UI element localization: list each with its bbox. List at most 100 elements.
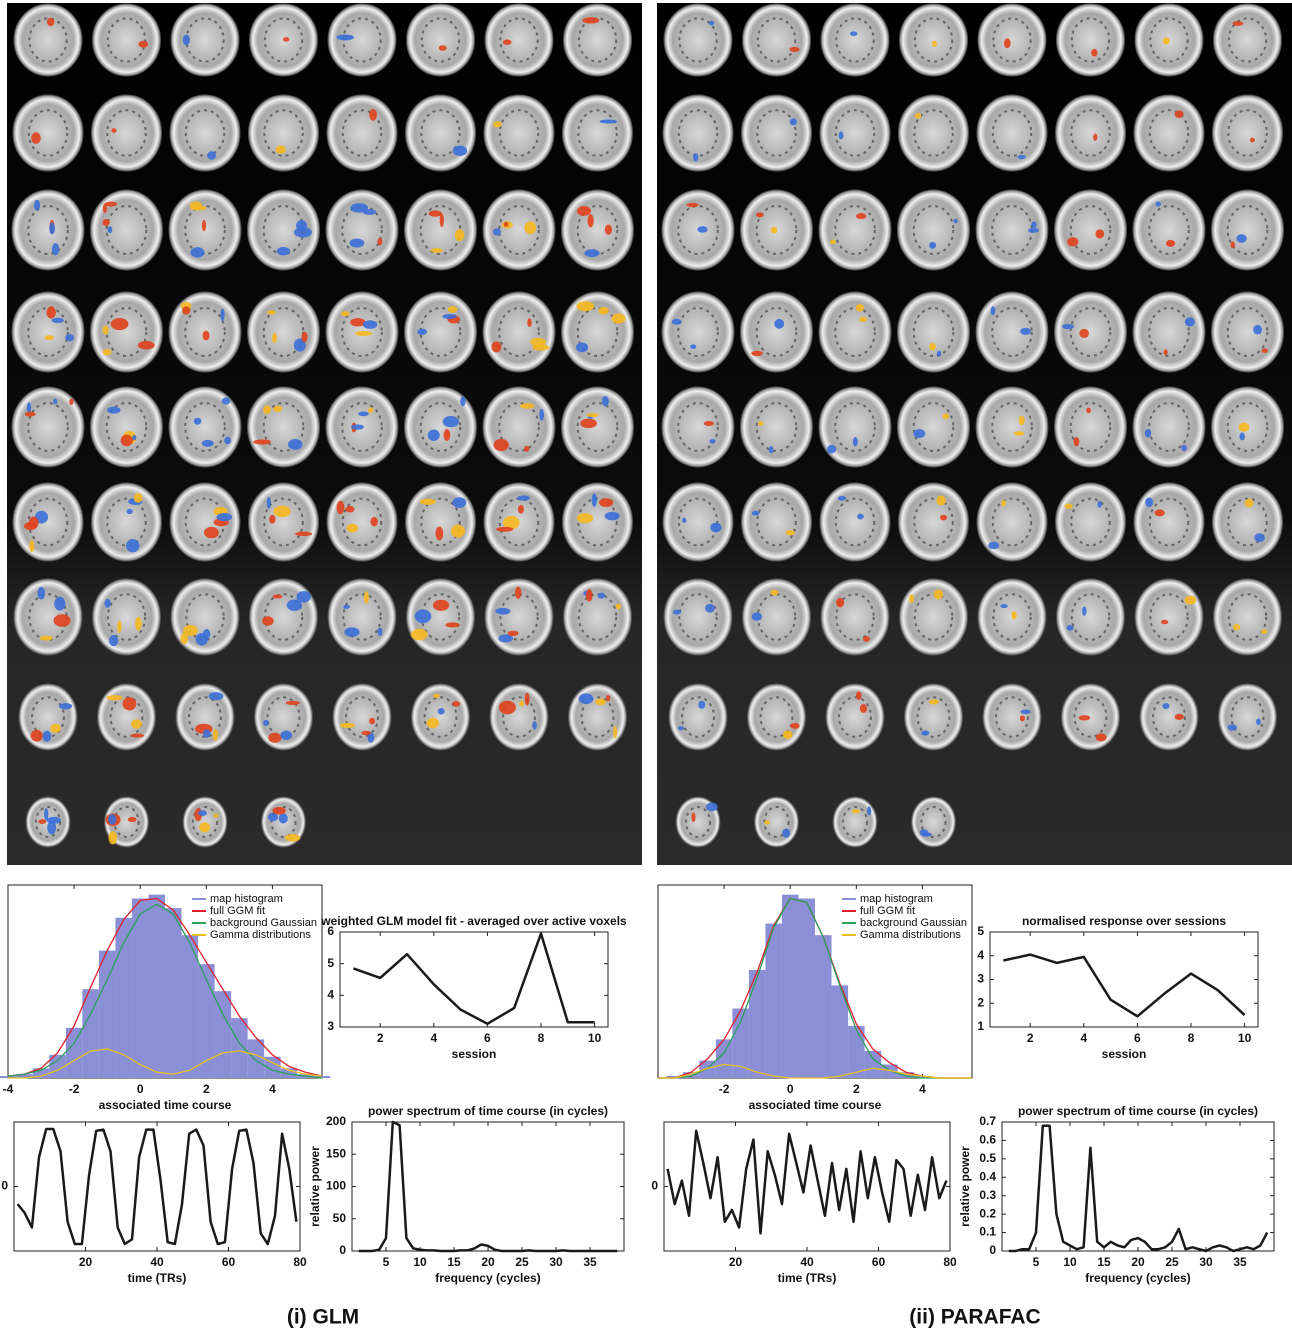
activation-blob [127,509,133,514]
x-tick-label: 0 [137,1082,144,1096]
activation-blob [49,222,55,234]
brain-slice [406,95,476,171]
activation-blob [37,587,45,600]
brain-slice [1056,483,1126,561]
activation-blob [577,206,591,216]
brain-slice [564,579,632,655]
brain-slice [662,292,734,372]
activation-blob [682,518,686,523]
brain-slice [12,292,84,372]
brain-slice [249,483,319,561]
activation-blob [582,17,599,23]
activation-blob [52,318,64,323]
activation-blob [1233,624,1240,630]
x-tick-label: 30 [549,1255,563,1269]
brain-slice [1135,579,1203,655]
activation-blob [131,719,142,728]
brain-slice [1214,4,1282,76]
activation-blob [783,731,793,739]
activation-blob [859,317,867,322]
activation-blob [273,594,283,598]
brain-slice [819,190,891,270]
brain-slice [898,292,970,372]
brain-slice [819,387,891,467]
brain-slice [170,483,240,561]
activation-blob [517,495,530,500]
x-tick-label: 10 [1063,1255,1077,1269]
activation-blob [771,590,779,596]
brain-slice [1133,292,1205,372]
activation-blob [1020,710,1030,714]
activation-blob [117,620,121,633]
brain-slice [91,292,163,372]
activation-blob [1261,629,1267,634]
x-tick-label: 25 [1165,1255,1179,1269]
activation-blob [1073,437,1079,446]
legend-label: Gamma distributions [860,929,961,941]
activation-blob [122,697,136,710]
brain-slice [13,95,83,171]
y-tick-label: 200 [326,1114,346,1128]
brain-slice [900,4,968,76]
activation-blob [867,807,871,816]
brain-slice [328,579,396,655]
activation-blob [190,201,202,209]
activation-blob [202,440,214,447]
activation-blob [286,701,300,705]
brain-slice [327,95,397,171]
activation-blob [587,413,599,417]
activation-blob [577,513,593,523]
activation-blob [337,501,345,515]
y-tick-label: 2 [977,995,984,1009]
activation-blob [102,219,109,226]
brain-slice [1055,387,1127,467]
activation-blob [182,306,190,314]
brain-slice [91,190,163,270]
activation-blob [595,699,606,706]
activation-blob [38,819,46,824]
brain-slice [1214,579,1282,655]
activation-blob [444,429,451,441]
activation-blob [220,308,224,320]
activation-blob [942,413,949,419]
y-tick-label: 50 [333,1211,347,1225]
brain-slice [183,797,227,847]
activation-blob [411,629,428,641]
y-axis-label: relative power [308,1146,322,1227]
activation-blob [1065,504,1073,509]
activation-blob [262,616,274,625]
activation-blob [937,496,946,506]
activation-blob [53,398,57,404]
brain-slice [821,4,889,76]
activation-blob [107,407,120,414]
activation-blob [1000,604,1007,608]
activation-blob [789,47,799,52]
activation-blob [527,318,531,327]
activation-blob [1232,21,1243,26]
activation-blob [836,598,844,608]
activation-blob [337,34,354,40]
activation-blob [1239,423,1250,432]
activation-blob [920,829,928,836]
activation-blob [853,437,858,446]
brain-slice [977,95,1047,171]
x-tick-label: -2 [719,1082,730,1096]
activation-blob [1185,596,1197,605]
y-tick-label: 0.4 [979,1169,996,1183]
activation-blob [532,721,536,730]
activation-blob [580,419,597,429]
brain-slice [664,579,732,655]
activation-blob [47,18,54,26]
activation-blob [600,119,617,123]
brain-slice [1213,483,1283,561]
activation-blob [613,726,617,738]
activation-blob [1163,37,1170,44]
x-tick-label: 2 [377,1031,384,1045]
brain-slice [490,684,548,750]
x-tick-label: 10 [588,1031,602,1045]
activation-blob [54,614,71,627]
activation-blob [605,512,620,521]
activation-blob [839,131,844,139]
histogram-bar [248,1039,265,1078]
activation-blob [288,439,302,450]
